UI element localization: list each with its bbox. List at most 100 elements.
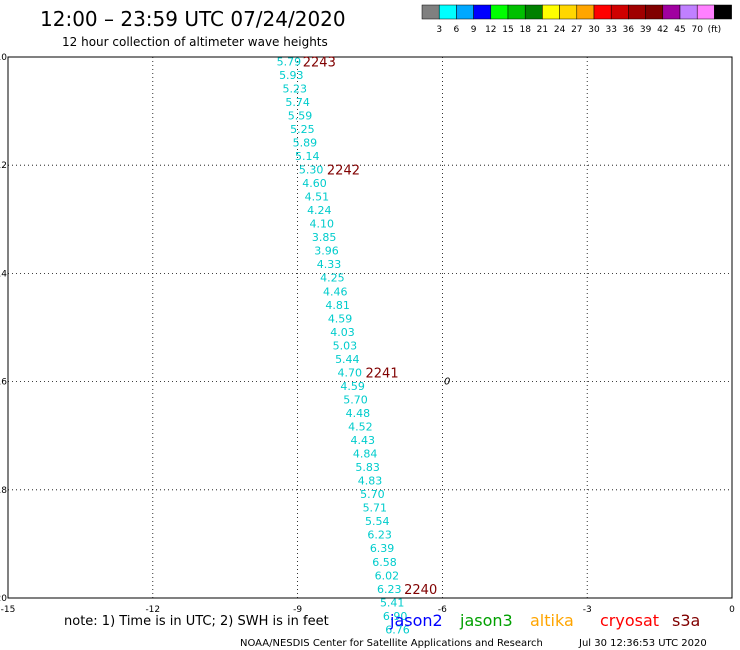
colorbar-label: 24 (554, 25, 566, 35)
y-tick-label: -14 (0, 269, 7, 279)
chart-header: 12:00 – 23:59 UTC 07/24/2020 12 hour col… (40, 7, 346, 49)
time-label: 2241 (366, 366, 399, 381)
legend-altika: altika (530, 611, 574, 630)
colorbar-legend: 3 6 9 12 15 18 21 24 27 30 33 36 39 42 45 70 (ft) (421, 4, 732, 35)
swh-data-label: 4.84 (353, 448, 378, 461)
swh-data-label: 5.79 (277, 55, 302, 68)
colorbar-label: 21 (537, 25, 548, 35)
colorbar-swatch (559, 4, 578, 20)
swh-data-label: 5.03 (333, 339, 358, 352)
colorbar-swatch (524, 4, 543, 20)
swh-data-label: 4.51 (305, 191, 330, 204)
swh-data-label: 3.85 (312, 231, 337, 244)
swh-data-label: 5.44 (335, 353, 360, 366)
colorbar-label: (ft) (708, 25, 722, 35)
colorbar-label: 9 (471, 25, 477, 35)
colorbar-swatch (714, 4, 732, 20)
swh-data-label: 4.46 (323, 285, 348, 298)
colorbar-swatch (473, 4, 492, 20)
x-tick-label: -12 (145, 605, 160, 615)
y-tick-label: -16 (0, 378, 7, 388)
swh-data-label: 5.70 (360, 488, 385, 501)
swh-data-label: 6.58 (372, 556, 397, 569)
colorbar-label: 33 (605, 25, 616, 35)
colorbar-swatch (593, 4, 612, 20)
colorbar-swatch (679, 4, 698, 20)
colorbar-label: 30 (588, 25, 600, 35)
colorbar-label: 12 (485, 25, 496, 35)
x-tick-label: -15 (1, 605, 16, 615)
satellite-legend: jason2 jason3 altika cryosat s3a (389, 611, 700, 630)
swh-data-label: 4.25 (320, 272, 345, 285)
swh-data-label: 4.52 (348, 421, 373, 434)
footer-timestamp: Jul 30 12:36:53 UTC 2020 (578, 638, 707, 649)
swh-data-label: 4.59 (328, 312, 353, 325)
chart-marks: 5.795.935.235.745.595.255.895.145.304.60… (277, 55, 451, 636)
colorbar-label: 39 (640, 25, 652, 35)
swh-data-label: 5.54 (365, 515, 390, 528)
plot-frame (7, 56, 733, 599)
swh-data-label: 5.89 (293, 136, 318, 149)
colorbar-label: 6 (454, 25, 460, 35)
swh-data-label: 5.71 (363, 502, 388, 515)
colorbar-swatch (507, 4, 526, 20)
swh-data-label: 5.23 (282, 82, 307, 95)
x-tick-label: -6 (438, 605, 447, 615)
colorbar-swatch (438, 4, 457, 20)
colorbar-swatch (490, 4, 509, 20)
swh-data-label: 4.60 (302, 177, 327, 190)
swh-data-label: 4.43 (351, 434, 376, 447)
colorbar-swatch (456, 4, 474, 20)
colorbar-label: 42 (657, 25, 668, 35)
swh-data-label: 4.10 (309, 218, 334, 231)
swh-data-label: 6.02 (375, 569, 400, 582)
legend-jason3: jason3 (459, 611, 513, 630)
swh-data-label: 4.59 (340, 380, 365, 393)
swh-data-label: 5.74 (285, 96, 310, 109)
swh-data-label: 4.33 (317, 258, 342, 271)
x-tick-label: -3 (583, 605, 592, 615)
footer-credit: NOAA/NESDIS Center for Satellite Applica… (240, 638, 543, 649)
chart-footer: note: 1) Time is in UTC; 2) SWH is in fe… (64, 611, 707, 649)
colorbar-swatch (645, 4, 664, 20)
colorbar-swatch (628, 4, 646, 20)
colorbar-label: 45 (674, 25, 685, 35)
swh-data-label: 6.23 (367, 529, 392, 542)
swh-data-label: 4.24 (307, 204, 332, 217)
swh-data-label: 4.03 (330, 326, 355, 339)
colorbar-label: 15 (502, 25, 513, 35)
y-tick-label: -18 (0, 486, 7, 496)
colorbar-swatch (662, 4, 681, 20)
colorbar-label: 70 (691, 25, 703, 35)
legend-jason2: jason2 (389, 611, 443, 630)
swh-data-label: 4.81 (325, 299, 350, 312)
swh-data-label: 3.96 (314, 245, 339, 258)
swh-data-label: 4.70 (337, 366, 362, 379)
swh-data-label: 6.90 (383, 610, 408, 623)
y-tick-label: -10 (0, 53, 7, 63)
swh-data-label: 5.41 (380, 596, 405, 609)
chart-axes: -15 -12 -9 -6 -3 0 -10 -12 -14 -16 -18 -20 (0, 53, 735, 615)
x-tick-label: 0 (729, 605, 735, 615)
swh-data-label: 5.59 (288, 109, 313, 122)
swh-data-label: 5.30 (299, 164, 324, 177)
chart-title: 12:00 – 23:59 UTC 07/24/2020 (40, 7, 346, 31)
colorbar-swatch (421, 4, 440, 20)
contour-label: 0 (444, 377, 450, 388)
footer-note: note: 1) Time is in UTC; 2) SWH is in fe… (64, 614, 329, 629)
colorbar-label: 3 (436, 25, 442, 35)
swh-data-label: 4.83 (358, 475, 383, 488)
colorbar-swatch (576, 4, 595, 20)
swh-data-label: 6.23 (377, 583, 402, 596)
time-label: 2242 (327, 164, 360, 179)
swh-data-label: 5.14 (295, 150, 320, 163)
colorbar-swatch (696, 4, 715, 20)
colorbar-swatch (542, 4, 560, 20)
legend-cryosat: cryosat (600, 611, 659, 630)
swh-data-label: 6.39 (370, 542, 395, 555)
chart-subtitle: 12 hour collection of altimeter wave hei… (62, 35, 328, 49)
colorbar-label: 27 (571, 25, 582, 35)
colorbar-label: 36 (623, 25, 635, 35)
swh-data-label: 4.48 (346, 407, 371, 420)
